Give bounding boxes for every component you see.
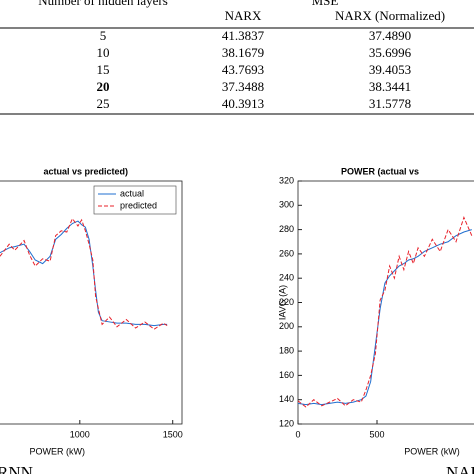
table-header: Number of hidden layers: [38, 0, 168, 8]
plot-area: [297, 180, 474, 425]
column-header: NARX: [225, 8, 262, 23]
table-cell: 10: [97, 45, 110, 60]
y-tick-label: 260: [279, 248, 294, 258]
table-cell: 40.3913: [222, 96, 264, 111]
table-cell: 38.1679: [222, 45, 264, 60]
legend-box: [93, 185, 177, 215]
y-tick-label: 120: [279, 418, 294, 428]
x-tick-label: 1500: [163, 429, 183, 439]
table-cell: 15: [97, 62, 110, 77]
table-cell: 39.4053: [369, 62, 411, 77]
series-line: [297, 216, 473, 408]
y-axis-label: IAVG (A): [277, 285, 287, 320]
table-cell: 25: [97, 96, 110, 111]
x-axis-label: POWER (kW): [30, 446, 86, 456]
y-tick-label: 160: [279, 370, 294, 380]
chart-title: actual vs predicted): [43, 166, 128, 176]
caption: NARX: [446, 463, 474, 474]
y-tick-label: 240: [279, 273, 294, 283]
y-tick-label: 180: [279, 345, 294, 355]
table-cell: 37.4890: [369, 28, 411, 43]
x-axis-label: POWER (kW): [404, 446, 460, 456]
table-cell: 20: [97, 79, 110, 94]
table-cell: 5: [100, 28, 107, 43]
series-line: [0, 217, 168, 330]
caption: RNN: [0, 463, 33, 474]
y-tick-label: 320: [279, 175, 294, 185]
table-cell: 37.3488: [222, 79, 264, 94]
column-header: NARX (Normalized): [335, 8, 445, 23]
table-cell: 31.5778: [369, 96, 411, 111]
y-tick-label: 280: [279, 224, 294, 234]
table-group: MSE: [312, 0, 339, 8]
legend-label: predicted: [120, 200, 157, 210]
plot-area: [0, 180, 183, 425]
series-line: [297, 229, 472, 406]
table-cell: 38.3441: [369, 79, 411, 94]
y-tick-label: 220: [279, 297, 294, 307]
y-tick-label: 140: [279, 394, 294, 404]
x-tick-label: 1000: [70, 429, 90, 439]
y-tick-label: 300: [279, 200, 294, 210]
x-tick-label: 0: [295, 429, 300, 439]
table-cell: 41.3837: [222, 28, 265, 43]
table-cell: 35.6996: [369, 45, 412, 60]
legend-label: actual: [120, 188, 144, 198]
x-tick-label: 500: [369, 429, 384, 439]
chart-title: POWER (actual vs: [341, 166, 419, 176]
y-tick-label: 200: [279, 321, 294, 331]
table-cell: 43.7693: [222, 62, 264, 77]
